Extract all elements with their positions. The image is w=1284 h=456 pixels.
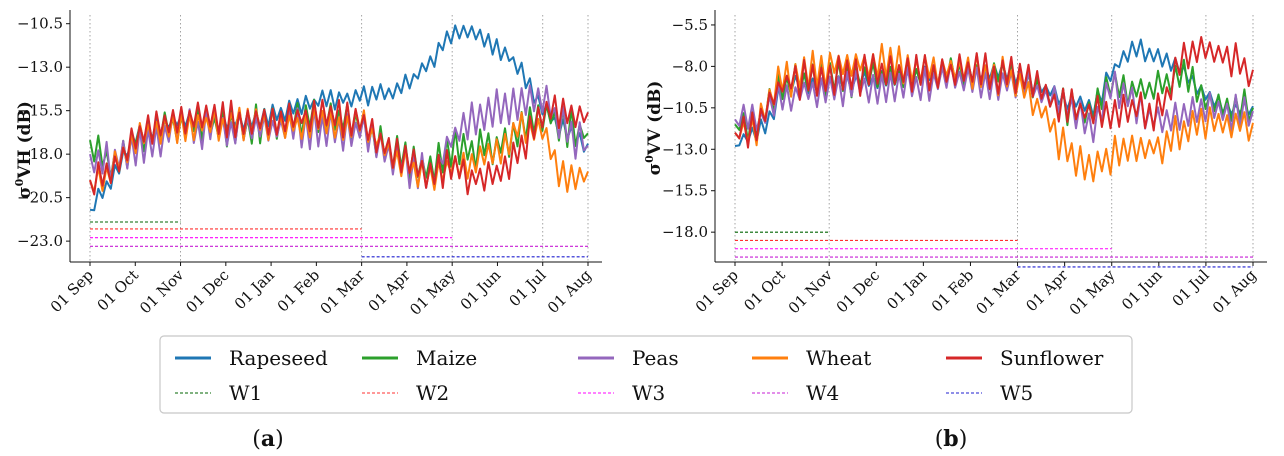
x-tick-label: 01 Mar (973, 266, 1025, 318)
x-tick-label: 01 Jun (1118, 266, 1166, 314)
panel-label-b: (b) (935, 426, 968, 452)
legend-label-rapeseed: Rapeseed (229, 346, 328, 370)
legend-label-w5: W5 (1000, 381, 1033, 405)
y-axis-label: σ0VV (dB) (643, 81, 665, 176)
window-lines (90, 221, 588, 258)
y-tick-label: −10.5 (662, 99, 708, 117)
x-tick-label: 01 Apr (1022, 266, 1072, 316)
x-tick-label: 01 Jul (505, 266, 549, 310)
y-tick-label: −23.0 (17, 232, 63, 250)
x-tick-label: 01 Sep (47, 266, 97, 316)
y-tick-label: −18.0 (17, 145, 63, 163)
series-line-peas (734, 61, 1254, 144)
series-lines (734, 36, 1254, 183)
y-tick-label: −13.0 (17, 58, 63, 76)
x-tick-label: 01 Oct (740, 266, 789, 315)
series-line-wheat (89, 106, 589, 193)
x-tick-label: 01 Jan (883, 266, 930, 313)
legend-label-wheat: Wheat (806, 346, 871, 370)
axes (69, 10, 602, 263)
y-tick-labels: −5.5 −8.0 −10.5 −13.0 −15.5 −18.0 (662, 16, 715, 241)
legend-label-w1: W1 (229, 381, 262, 405)
vertical-guide-lines (89, 15, 589, 262)
x-tick-label: 01 May (1066, 266, 1119, 319)
x-tick-label: 01 Aug (544, 266, 595, 317)
legend-label-peas: Peas (632, 346, 679, 370)
series-line-sunflower (734, 36, 1254, 149)
legend-label-sunflower: Sunflower (1000, 346, 1104, 370)
y-tick-label: −10.5 (17, 15, 63, 33)
x-tick-label: 01 Feb (928, 266, 977, 315)
x-tick-label: 01 Dec (833, 266, 883, 316)
y-tick-labels: −10.5 −13.0 −15.5 −18.0 −20.5 −23.0 (17, 15, 70, 250)
series-lines (89, 24, 589, 212)
x-tick-label: 01 Nov (785, 266, 837, 318)
panel-label-a: (a) (252, 426, 283, 452)
x-tick-label: 01 Jun (457, 266, 505, 314)
series-line-maize (89, 98, 589, 183)
legend-label-maize: Maize (416, 346, 477, 370)
legend-label-w3: W3 (632, 381, 665, 405)
x-tick-label: 01 Sep (692, 266, 742, 316)
x-tick-label: 01 Dec (182, 266, 232, 316)
series-line-sunflower (89, 94, 589, 196)
series-line-maize (734, 57, 1254, 142)
y-tick-label: −15.5 (662, 182, 708, 200)
y-tick-label: −18.0 (662, 223, 708, 241)
legend: Rapeseed Maize Peas Wheat Sunflower W1 W2 W3 W4 W… (159, 335, 1133, 414)
x-tick-label: 01 Nov (136, 266, 188, 318)
legend-label-w4: W4 (806, 381, 839, 405)
axes (714, 10, 1267, 263)
y-tick-label: −20.5 (17, 189, 63, 207)
x-tick-label: 01 May (406, 266, 459, 319)
window-lines (735, 231, 1253, 268)
y-tick-label: −5.5 (672, 16, 708, 34)
y-tick-label: −15.5 (17, 102, 63, 120)
series-line-wheat (734, 42, 1254, 183)
y-tick-label: −8.0 (672, 57, 708, 75)
legend-label-w2: W2 (416, 381, 449, 405)
x-tick-label: 01 Oct (94, 266, 143, 315)
y-axis-label: σ0VH (dB) (13, 101, 35, 199)
x-tick-label: 01 Aug (1209, 266, 1260, 317)
x-tick-label: 01 Mar (317, 266, 369, 318)
y-tick-label: −13.0 (662, 140, 708, 158)
x-tick-label: 01 Jan (231, 266, 278, 313)
legend-frame (159, 335, 1133, 414)
x-tick-label: 01 Jul (1169, 266, 1213, 310)
x-tick-label: 01 Feb (274, 266, 323, 315)
